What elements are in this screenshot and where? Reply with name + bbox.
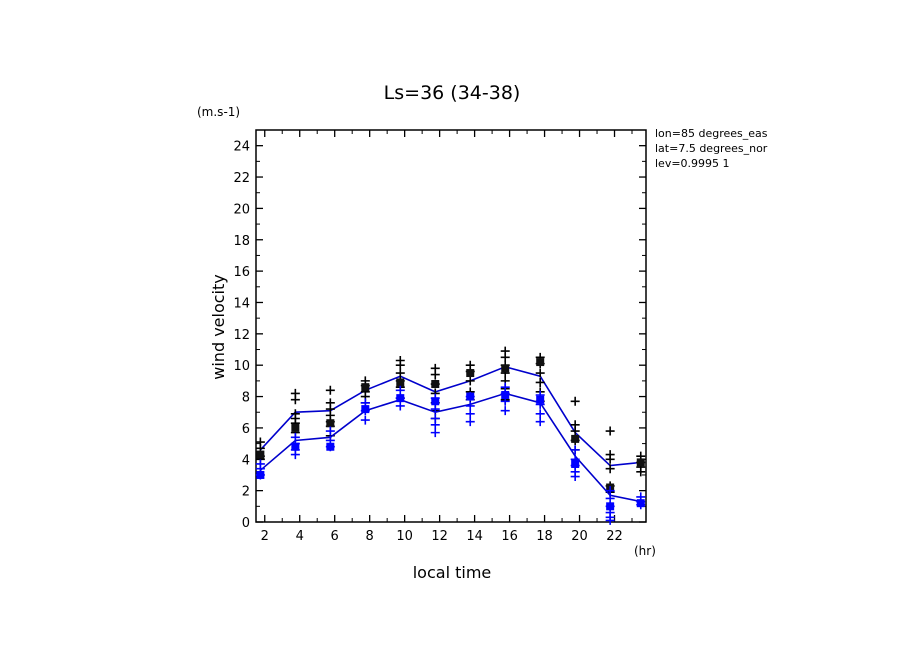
x-tick-label: 22 xyxy=(606,529,623,544)
scatter-point xyxy=(465,376,475,386)
annotation-lev: lev=0.9995 1 xyxy=(655,157,730,170)
scatter-point xyxy=(465,401,475,411)
mean-marker xyxy=(501,390,510,399)
scatter-point xyxy=(570,396,580,406)
scatter-point xyxy=(430,420,440,430)
mean-marker xyxy=(536,395,545,404)
x-tick-label: 10 xyxy=(396,529,413,544)
series-line-1 xyxy=(259,365,641,467)
y-tick-label: 8 xyxy=(242,391,250,406)
x-tick-label: 18 xyxy=(536,529,553,544)
scatter-point xyxy=(290,450,300,460)
x-tick-label: 14 xyxy=(466,529,483,544)
scatter-point xyxy=(570,426,580,436)
scatter-point xyxy=(535,417,545,427)
y-tick-label: 0 xyxy=(242,516,250,531)
scatter-point xyxy=(570,445,580,455)
scatter-point xyxy=(395,401,405,411)
y-tick-label: 12 xyxy=(233,328,250,343)
y-axis-title: wind velocity xyxy=(209,274,228,379)
scatter-point xyxy=(395,360,405,370)
scatter-point xyxy=(605,486,615,496)
x-tick-label: 16 xyxy=(501,529,518,544)
x-tick-label: 6 xyxy=(331,529,339,544)
scatter-point xyxy=(465,417,475,427)
chart-title: Ls=36 (34-38) xyxy=(384,82,521,104)
scatter-point xyxy=(325,426,335,436)
x-tick-label: 8 xyxy=(366,529,374,544)
mean-marker xyxy=(636,458,645,467)
plot-frame xyxy=(255,129,647,523)
mean-marker xyxy=(606,502,615,511)
y-tick-label: 16 xyxy=(233,265,250,280)
mean-marker xyxy=(396,394,405,403)
annotation-lon: lon=85 degrees_eas xyxy=(655,127,768,140)
scatter-point xyxy=(360,415,370,425)
mean-marker xyxy=(396,378,405,387)
scatter-point xyxy=(605,493,615,503)
mean-marker xyxy=(571,434,580,443)
scatter-point xyxy=(430,370,440,380)
mean-marker xyxy=(466,369,475,378)
mean-marker xyxy=(326,442,335,451)
scatter-point xyxy=(395,368,405,378)
scatter-point xyxy=(395,385,405,395)
y-tick-label: 24 xyxy=(233,140,250,155)
series-line-2 xyxy=(259,392,641,503)
scatter-point xyxy=(535,409,545,419)
annotation-lat: lat=7.5 degrees_nor xyxy=(655,142,768,155)
y-tick-label: 18 xyxy=(233,234,250,249)
scatter-point xyxy=(325,385,335,395)
y-tick-label: 2 xyxy=(242,485,250,500)
scatter-point xyxy=(605,515,615,525)
mean-marker xyxy=(361,383,370,392)
scatter-point xyxy=(500,406,510,416)
y-tick-label: 22 xyxy=(233,171,250,186)
mean-marker xyxy=(431,380,440,389)
mean-marker xyxy=(571,459,580,468)
mean-marker xyxy=(501,364,510,373)
x-unit-label: (hr) xyxy=(634,544,656,558)
mean-marker xyxy=(256,470,265,479)
y-tick-label: 20 xyxy=(233,202,250,217)
scatter-point xyxy=(465,409,475,419)
y-tick-label: 10 xyxy=(233,359,250,374)
mean-marker xyxy=(291,423,300,432)
scatter-point xyxy=(636,467,646,477)
y-tick-label: 14 xyxy=(233,296,250,311)
x-tick-label: 2 xyxy=(261,529,269,544)
mean-marker xyxy=(291,442,300,451)
scatter-point xyxy=(430,428,440,438)
mean-marker xyxy=(636,499,645,508)
scatter-point xyxy=(605,454,615,464)
mean-marker xyxy=(536,358,545,367)
scatter-point xyxy=(535,377,545,387)
scatter-point xyxy=(570,472,580,482)
scatter-point xyxy=(290,395,300,405)
scatter-point xyxy=(500,352,510,362)
mean-marker xyxy=(466,392,475,401)
mean-marker xyxy=(431,397,440,406)
x-axis-title: local time xyxy=(413,563,492,582)
scatter-point xyxy=(535,368,545,378)
mean-marker xyxy=(361,405,370,414)
x-tick-label: 4 xyxy=(296,529,304,544)
x-tick-label: 12 xyxy=(431,529,448,544)
scatter-point xyxy=(605,426,615,436)
y-unit-label: (m.s-1) xyxy=(197,105,240,119)
mean-marker xyxy=(326,419,335,428)
mean-marker xyxy=(256,450,265,459)
scatter-point xyxy=(430,404,440,414)
x-tick-label: 20 xyxy=(571,529,588,544)
y-tick-label: 4 xyxy=(242,453,250,468)
scatter-point xyxy=(605,464,615,474)
y-tick-label: 6 xyxy=(242,422,250,437)
